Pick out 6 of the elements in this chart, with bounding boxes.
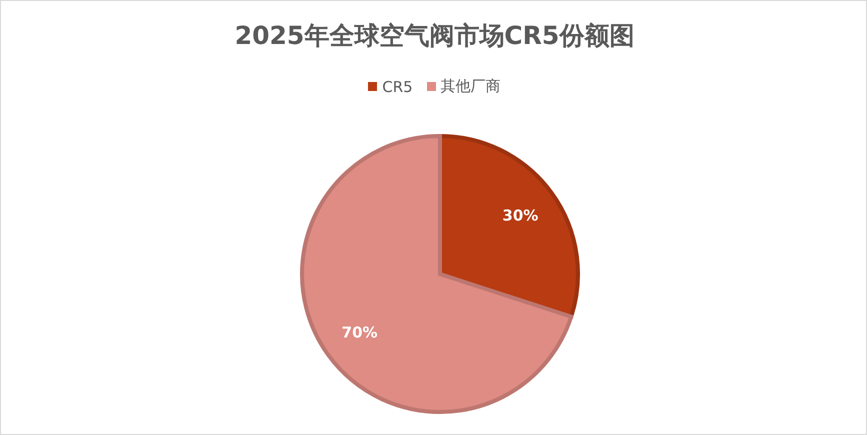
legend-label: CR5 <box>382 78 413 96</box>
legend-label: 其他厂商 <box>440 77 501 96</box>
data-label: 30% <box>502 206 538 225</box>
chart-title: 2025年全球空气阀市场CR5份额图 <box>234 20 636 52</box>
data-label: 70% <box>342 323 378 342</box>
pie-slice <box>300 134 574 414</box>
